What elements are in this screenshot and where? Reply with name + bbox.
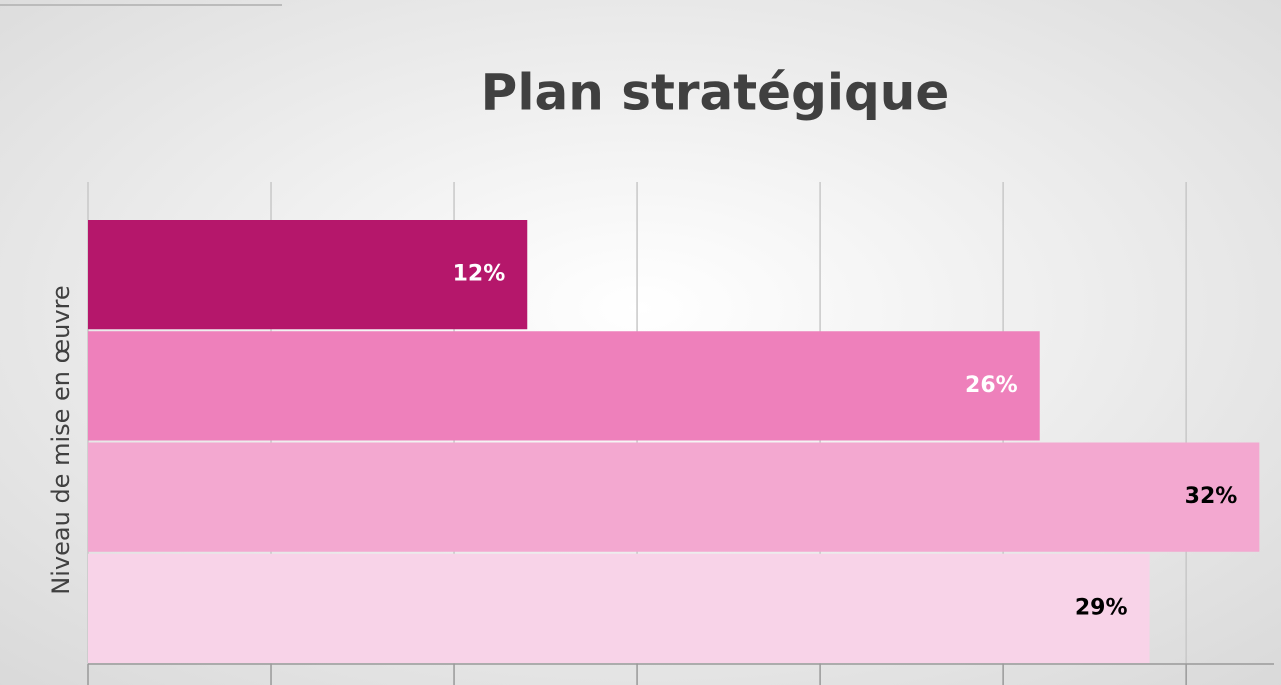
bar: [88, 442, 1260, 552]
chart-title: Plan stratégique: [481, 64, 950, 122]
bar: [88, 220, 528, 330]
data-label: 29%: [1075, 595, 1128, 620]
data-label: 32%: [1185, 484, 1238, 509]
bar: [88, 331, 1040, 441]
bar: [88, 553, 1150, 663]
data-label: 12%: [453, 262, 506, 287]
data-label: 26%: [965, 373, 1018, 398]
y-axis-label: Niveau de mise en œuvre: [47, 285, 75, 594]
